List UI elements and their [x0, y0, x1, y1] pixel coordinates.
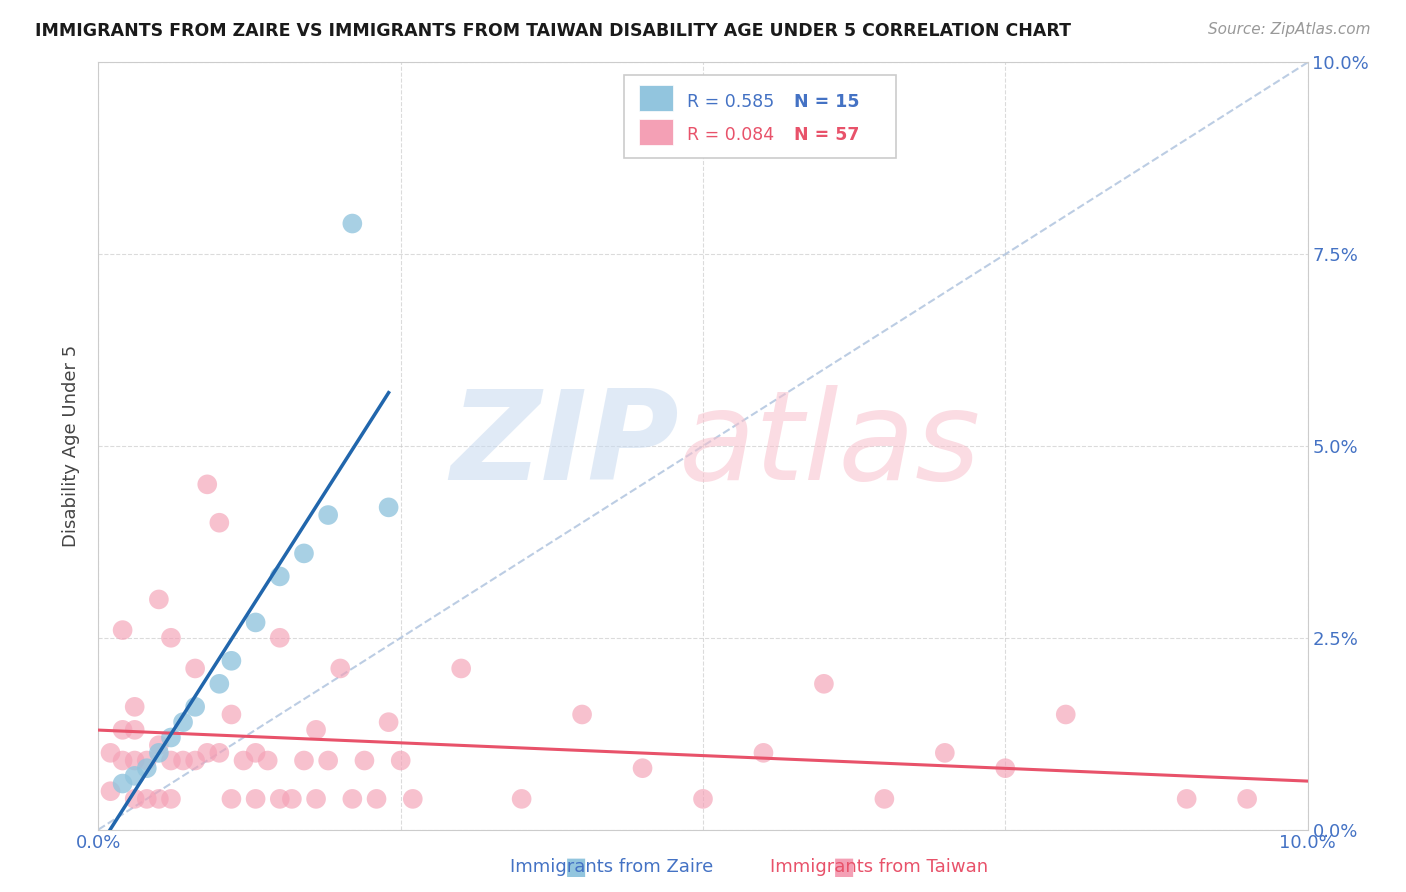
Text: atlas: atlas	[679, 385, 981, 507]
Point	[366, 792, 388, 806]
Point	[342, 792, 364, 806]
Point	[208, 677, 231, 691]
Text: N = 57: N = 57	[794, 127, 859, 145]
Point	[100, 746, 122, 760]
Point	[195, 477, 218, 491]
Point	[195, 746, 218, 760]
Point	[281, 792, 304, 806]
Point	[377, 715, 399, 730]
Text: Immigrants from Zaire: Immigrants from Zaire	[510, 858, 713, 876]
Point	[342, 217, 364, 231]
Point	[631, 761, 654, 775]
Point	[184, 754, 207, 768]
Text: Immigrants from Taiwan: Immigrants from Taiwan	[769, 858, 988, 876]
Point	[221, 707, 243, 722]
Point	[316, 754, 339, 768]
Point	[245, 746, 267, 760]
Point	[305, 792, 328, 806]
Point	[124, 792, 146, 806]
Point	[111, 723, 134, 737]
Text: ■: ■	[565, 855, 588, 879]
Text: ■: ■	[832, 855, 855, 879]
Point	[208, 746, 231, 760]
Point	[934, 746, 956, 760]
Text: R = 0.084: R = 0.084	[688, 127, 775, 145]
Point	[124, 723, 146, 737]
Point	[692, 792, 714, 806]
Point	[111, 754, 134, 768]
Point	[148, 746, 170, 760]
Point	[292, 754, 315, 768]
Point	[232, 754, 254, 768]
Bar	[638, 119, 673, 145]
Point	[329, 661, 352, 675]
Point	[389, 754, 412, 768]
Y-axis label: Disability Age Under 5: Disability Age Under 5	[62, 345, 80, 547]
Point	[221, 792, 243, 806]
Point	[208, 516, 231, 530]
Point	[100, 784, 122, 798]
Point	[221, 654, 243, 668]
Text: Source: ZipAtlas.com: Source: ZipAtlas.com	[1208, 22, 1371, 37]
Point	[269, 569, 291, 583]
Text: ZIP: ZIP	[450, 385, 679, 507]
Point	[873, 792, 896, 806]
Point	[245, 615, 267, 630]
Point	[813, 677, 835, 691]
Point	[994, 761, 1017, 775]
Point	[377, 500, 399, 515]
Point	[184, 661, 207, 675]
Point	[148, 792, 170, 806]
Point	[184, 699, 207, 714]
Point	[124, 754, 146, 768]
Text: IMMIGRANTS FROM ZAIRE VS IMMIGRANTS FROM TAIWAN DISABILITY AGE UNDER 5 CORRELATI: IMMIGRANTS FROM ZAIRE VS IMMIGRANTS FROM…	[35, 22, 1071, 40]
Point	[148, 592, 170, 607]
Point	[256, 754, 278, 768]
Point	[752, 746, 775, 760]
Point	[1054, 707, 1077, 722]
Point	[1236, 792, 1258, 806]
Point	[269, 631, 291, 645]
Point	[111, 776, 134, 790]
Point	[305, 723, 328, 737]
Point	[160, 792, 183, 806]
Point	[160, 754, 183, 768]
Point	[245, 792, 267, 806]
Point	[353, 754, 375, 768]
Point	[124, 699, 146, 714]
Point	[269, 792, 291, 806]
Point	[160, 731, 183, 745]
Point	[160, 631, 183, 645]
Text: N = 15: N = 15	[794, 93, 859, 111]
Point	[111, 623, 134, 637]
Point	[124, 769, 146, 783]
Text: R = 0.585: R = 0.585	[688, 93, 775, 111]
Point	[135, 792, 157, 806]
Point	[135, 761, 157, 775]
Point	[172, 754, 194, 768]
Point	[292, 546, 315, 560]
Point	[135, 754, 157, 768]
Point	[316, 508, 339, 522]
Point	[148, 738, 170, 752]
Point	[450, 661, 472, 675]
Bar	[638, 85, 673, 111]
Point	[172, 715, 194, 730]
Point	[1175, 792, 1198, 806]
Point	[571, 707, 593, 722]
Point	[402, 792, 425, 806]
Point	[510, 792, 533, 806]
